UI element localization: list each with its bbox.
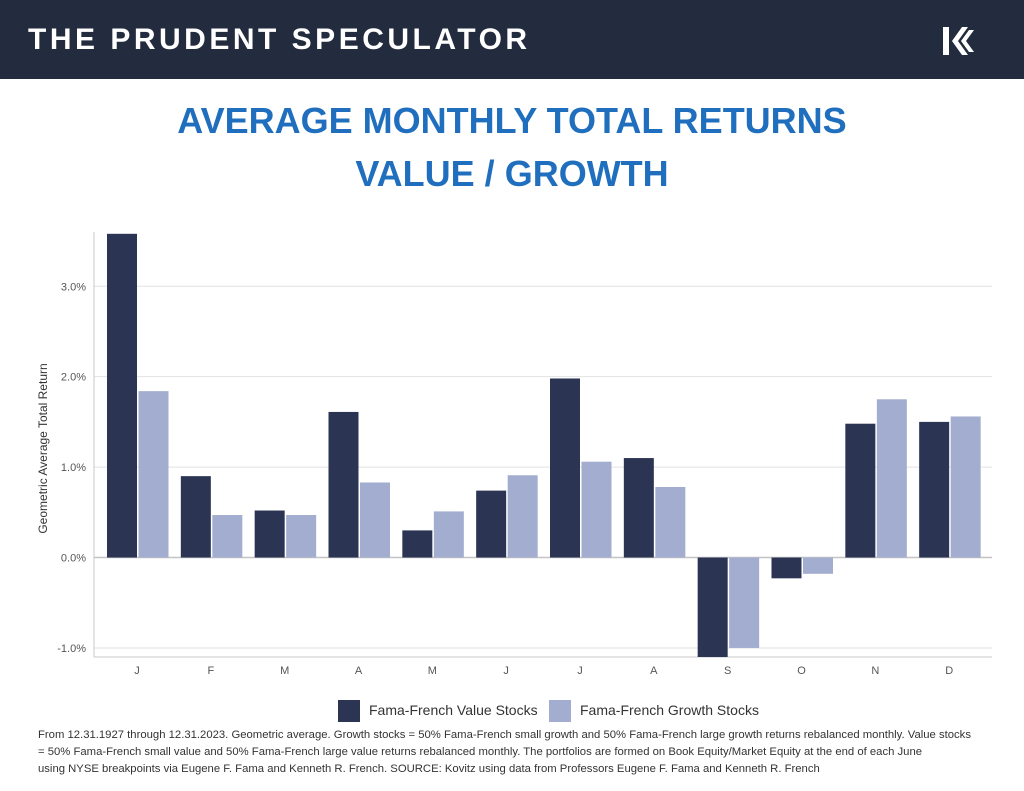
footnote: From 12.31.1927 through 12.31.2023. Geom… [38, 727, 996, 778]
k-logo-icon [943, 27, 974, 55]
bar-value [180, 476, 211, 558]
footnote-line-2: = 50% Fama-French small value and 50% Fa… [38, 746, 923, 758]
bar-growth [507, 475, 538, 558]
footnote-line-3: using NYSE breakpoints via Eugene F. Fam… [38, 763, 820, 775]
bar-value [771, 557, 802, 579]
bar-growth [286, 515, 317, 558]
x-tick-label: J [577, 665, 583, 677]
bar-growth [729, 557, 760, 648]
legend-label-growth: Fama-French Growth Stocks [580, 702, 759, 718]
x-tick-label: F [207, 665, 214, 677]
y-axis-title: Geometric Average Total Return [36, 363, 50, 533]
bar-value [919, 421, 950, 558]
bar-value [254, 510, 285, 558]
x-tick-label: D [945, 665, 953, 677]
bar-value [328, 411, 359, 558]
bar-value [550, 378, 580, 558]
bar-value [845, 423, 876, 558]
x-tick-label: M [280, 665, 289, 677]
y-tick-label: 3.0% [61, 281, 86, 293]
x-tick-label: A [355, 665, 363, 677]
x-tick-label: A [650, 665, 658, 677]
x-tick-label: N [871, 665, 879, 677]
bar-value [697, 557, 728, 657]
legend-label-value: Fama-French Value Stocks [369, 702, 538, 718]
bar-growth [360, 482, 390, 558]
bar-growth [803, 557, 833, 574]
bar-value [107, 233, 137, 558]
chart-legend: Fama-French Value Stocks Fama-French Gro… [0, 697, 1024, 727]
x-tick-label: O [797, 665, 806, 677]
brand-name: THE PRUDENT SPECULATOR [28, 23, 531, 56]
x-tick-label: J [134, 665, 140, 677]
footnote-line-1: From 12.31.1927 through 12.31.2023. Geom… [38, 729, 971, 741]
y-tick-label: 1.0% [61, 462, 86, 474]
x-tick-label: S [724, 665, 731, 677]
bar-growth [581, 461, 612, 558]
bar-value [402, 530, 433, 558]
title-line-1: AVERAGE MONTHLY TOTAL RETURNS [177, 100, 847, 141]
bar-growth [138, 391, 169, 558]
x-tick-label: J [503, 665, 509, 677]
bar-value [623, 458, 654, 558]
legend-swatch-value [338, 700, 360, 722]
title-line-2: VALUE / GROWTH [355, 153, 669, 194]
y-tick-label: 2.0% [61, 372, 86, 384]
bar-growth [950, 416, 981, 558]
bar-growth [212, 515, 243, 558]
page-title: AVERAGE MONTHLY TOTAL RETURNS VALUE / GR… [0, 94, 1024, 200]
x-tick-label: M [428, 665, 437, 677]
bar-value [476, 490, 507, 558]
y-tick-label: 0.0% [61, 553, 86, 565]
bar-growth [655, 487, 686, 558]
bar-growth [433, 511, 464, 558]
bar-growth [876, 399, 907, 558]
legend-swatch-growth [549, 700, 571, 722]
bar-chart: -1.0% 0.0% 1.0% 2.0% 3.0% Geometric Average T… [36, 232, 992, 677]
header-bar: THE PRUDENT SPECULATOR [0, 0, 1024, 79]
y-tick-label: -1.0% [57, 643, 86, 655]
